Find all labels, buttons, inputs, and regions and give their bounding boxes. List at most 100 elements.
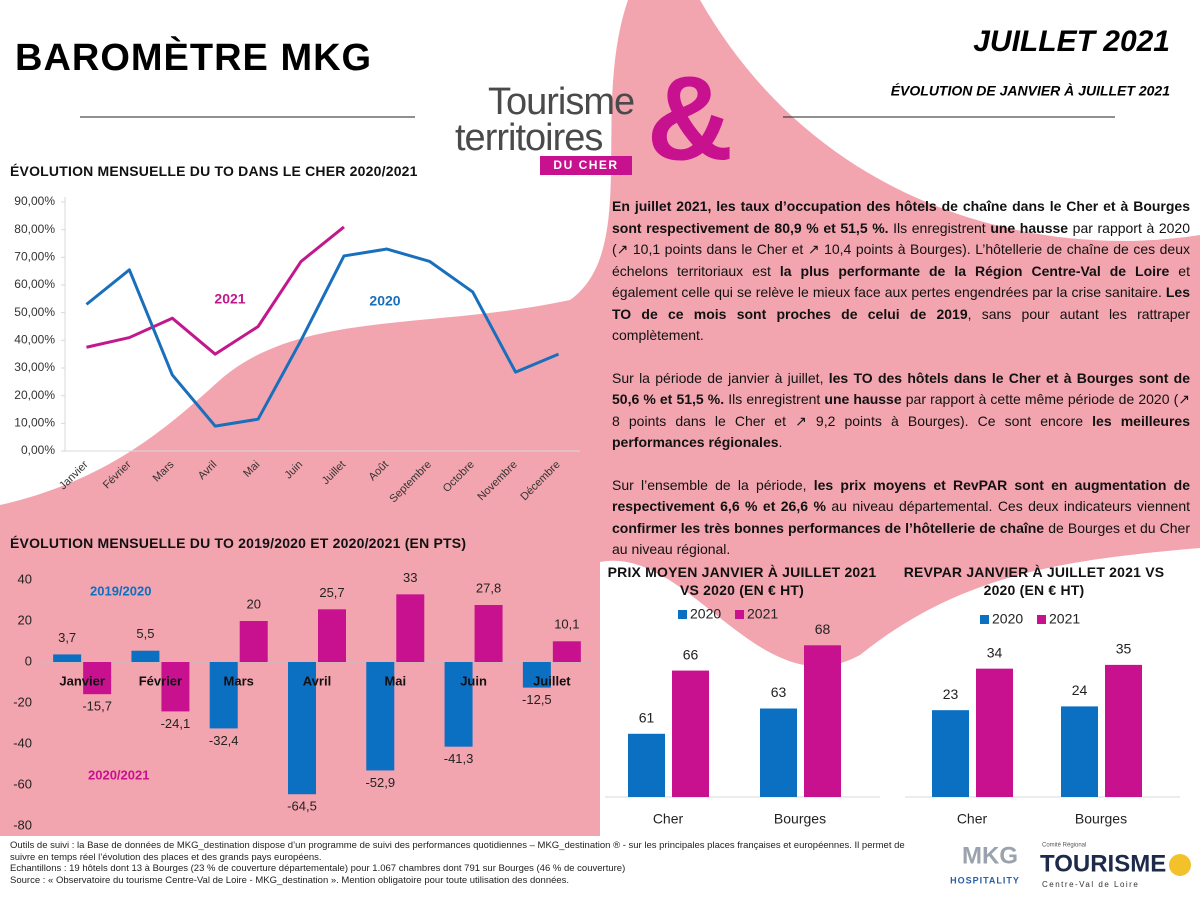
legend-label: 2020 xyxy=(690,606,721,622)
bar xyxy=(474,605,503,662)
y-tick-label: 40 xyxy=(18,571,32,586)
text: de Bourges et du Cher au niveau régional… xyxy=(612,519,1190,558)
text: Ils enregistrent xyxy=(888,219,991,236)
text-block: En juillet 2021, les taux d’occupation d… xyxy=(612,196,1190,582)
logo-tag-box xyxy=(540,156,632,175)
line-series xyxy=(85,247,560,428)
data-label: -15,7 xyxy=(82,699,112,714)
bold-text: une hausse xyxy=(990,219,1069,236)
x-tick-label: Janvier xyxy=(59,673,105,688)
y-tick-label: 0 xyxy=(25,653,32,668)
bar xyxy=(804,645,841,797)
page-title: BAROMÈTRE MKG xyxy=(15,35,372,79)
bar xyxy=(83,662,112,695)
data-label: 10,1 xyxy=(554,617,579,632)
series-label: 2020 xyxy=(369,293,400,309)
y-tick-label: -20 xyxy=(13,694,32,709)
y-tick-label: 60,00% xyxy=(14,277,55,291)
y-tick-label: 30,00% xyxy=(14,360,55,374)
x-tick-label: Février xyxy=(139,673,182,688)
data-label: -32,4 xyxy=(209,733,239,748)
legend-label: 2021 xyxy=(747,606,778,622)
background-shape xyxy=(600,548,1200,836)
bar xyxy=(522,662,551,688)
data-label: -12,5 xyxy=(522,692,552,707)
data-label: 27,8 xyxy=(476,580,501,595)
partner-logo: Comité Régional xyxy=(1042,843,1086,849)
bar xyxy=(672,670,709,797)
y-tick-label: 90,00% xyxy=(14,194,55,208)
bar xyxy=(1061,706,1098,797)
partner-icon xyxy=(1169,854,1191,876)
text: Sur la période de janvier à juillet, xyxy=(612,369,829,386)
bar xyxy=(318,609,346,662)
data-label: -52,9 xyxy=(365,775,395,790)
bar xyxy=(932,710,969,797)
bar xyxy=(209,662,238,729)
partner-logo: TOURISME xyxy=(1040,850,1166,877)
x-tick-label: Mai xyxy=(384,673,406,688)
y-tick-label: 50,00% xyxy=(14,305,55,319)
data-label: -64,5 xyxy=(287,799,317,814)
data-label: 33 xyxy=(403,570,417,585)
series-label: 2021 xyxy=(214,291,245,307)
bar xyxy=(760,708,797,797)
y-tick-label: -60 xyxy=(13,776,32,791)
partner-logo: HOSPITALITY xyxy=(950,875,1020,885)
text: par rapport à cette même période de 2020… xyxy=(612,391,1190,429)
x-tick-label: Juillet xyxy=(533,673,571,688)
line-series xyxy=(86,225,345,356)
x-tick-label: Avril xyxy=(303,673,331,688)
data-label: 66 xyxy=(683,646,699,662)
x-tick-label: Juin xyxy=(460,673,487,688)
chart-title: ÉVOLUTION MENSUELLE DU TO DANS LE CHER 2… xyxy=(10,163,418,179)
legend-swatch xyxy=(980,615,989,624)
bar xyxy=(396,594,425,662)
data-label: 34 xyxy=(987,644,1003,660)
chart-title: REVPAR JANVIER À JUILLET 2021 VS 2020 (E… xyxy=(903,564,1165,598)
series-label: 2020/2021 xyxy=(88,767,149,782)
bar xyxy=(444,662,473,747)
text: au niveau départemental. Ces deux indica… xyxy=(825,498,1190,514)
data-label: -24,1 xyxy=(161,716,191,731)
legend-label: 2021 xyxy=(1049,611,1080,627)
x-tick-label: Mars xyxy=(224,673,254,688)
data-label: 23 xyxy=(943,686,959,702)
y-tick-label: 20 xyxy=(18,612,32,627)
y-tick-label: 10,00% xyxy=(14,416,55,430)
data-label: 3,7 xyxy=(58,630,76,645)
data-label: 35 xyxy=(1116,641,1132,657)
paragraph: Sur l’ensemble de la période, les prix m… xyxy=(612,475,1190,561)
y-tick-label: 40,00% xyxy=(14,333,55,347)
bar xyxy=(976,668,1013,797)
text: . xyxy=(778,434,783,450)
background-shape xyxy=(700,0,1200,241)
y-tick-label: 20,00% xyxy=(14,388,55,402)
date: JUILLET 2021 xyxy=(973,25,1170,58)
partner-logo: Centre-Val de Loire xyxy=(1042,880,1139,889)
legend-label: 2020 xyxy=(992,611,1023,627)
text: par rapport à 2020 (↗ 10,1 points dans l… xyxy=(612,219,1190,279)
series-label: 2019/2020 xyxy=(90,583,151,598)
bold-text: En juillet 2021, les taux d’occupation d… xyxy=(612,198,1190,236)
footer: Outils de suivi : la Base de données de … xyxy=(10,840,920,886)
bar xyxy=(552,641,581,662)
y-tick-label: 70,00% xyxy=(14,250,55,264)
bar xyxy=(628,733,665,797)
text: et également celle qui se relève le mieu… xyxy=(612,262,1190,301)
data-label: 68 xyxy=(815,621,831,637)
bold-text: la plus performante de la Région Centre-… xyxy=(779,262,1170,279)
bold-text: une hausse xyxy=(824,391,902,407)
footer-line: Outils de suivi : la Base de données de … xyxy=(10,840,905,863)
data-label: 63 xyxy=(771,684,787,700)
y-tick-label: 0,00% xyxy=(21,443,55,457)
text: , sans pour autant les rattraper complèt… xyxy=(612,305,1190,344)
x-tick-label: Cher xyxy=(653,811,684,827)
x-tick-label: Bourges xyxy=(774,811,826,827)
bold-text: les TO des hôtels dans le Cher et à Bour… xyxy=(612,369,1190,408)
paragraph: Sur la période de janvier à juillet, les… xyxy=(612,368,1190,454)
chart-title: ÉVOLUTION MENSUELLE DU TO 2019/2020 ET 2… xyxy=(10,535,467,551)
y-tick-label: 80,00% xyxy=(14,222,55,236)
y-tick-label: -40 xyxy=(13,735,32,750)
